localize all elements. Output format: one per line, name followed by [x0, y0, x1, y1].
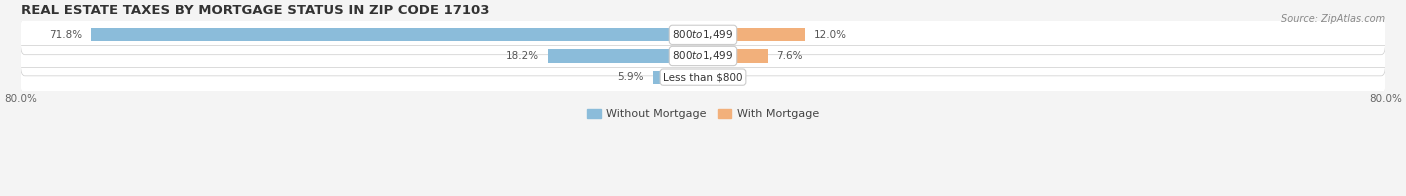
Bar — [703, 49, 768, 63]
Bar — [90, 28, 703, 41]
Bar — [703, 28, 806, 41]
Text: 71.8%: 71.8% — [49, 30, 82, 40]
Text: 7.6%: 7.6% — [776, 51, 803, 61]
Legend: Without Mortgage, With Mortgage: Without Mortgage, With Mortgage — [582, 104, 824, 124]
Text: $800 to $1,499: $800 to $1,499 — [672, 49, 734, 63]
Bar — [652, 71, 703, 84]
Text: 18.2%: 18.2% — [506, 51, 540, 61]
FancyBboxPatch shape — [21, 36, 1385, 76]
Text: Source: ZipAtlas.com: Source: ZipAtlas.com — [1281, 14, 1385, 24]
FancyBboxPatch shape — [21, 15, 1385, 55]
Text: REAL ESTATE TAXES BY MORTGAGE STATUS IN ZIP CODE 17103: REAL ESTATE TAXES BY MORTGAGE STATUS IN … — [21, 4, 489, 17]
Text: Less than $800: Less than $800 — [664, 72, 742, 82]
Bar — [703, 71, 713, 84]
Text: 5.9%: 5.9% — [617, 72, 644, 82]
Text: 12.0%: 12.0% — [814, 30, 846, 40]
Bar — [548, 49, 703, 63]
Text: 1.1%: 1.1% — [721, 72, 748, 82]
Text: $800 to $1,499: $800 to $1,499 — [672, 28, 734, 41]
FancyBboxPatch shape — [21, 57, 1385, 97]
